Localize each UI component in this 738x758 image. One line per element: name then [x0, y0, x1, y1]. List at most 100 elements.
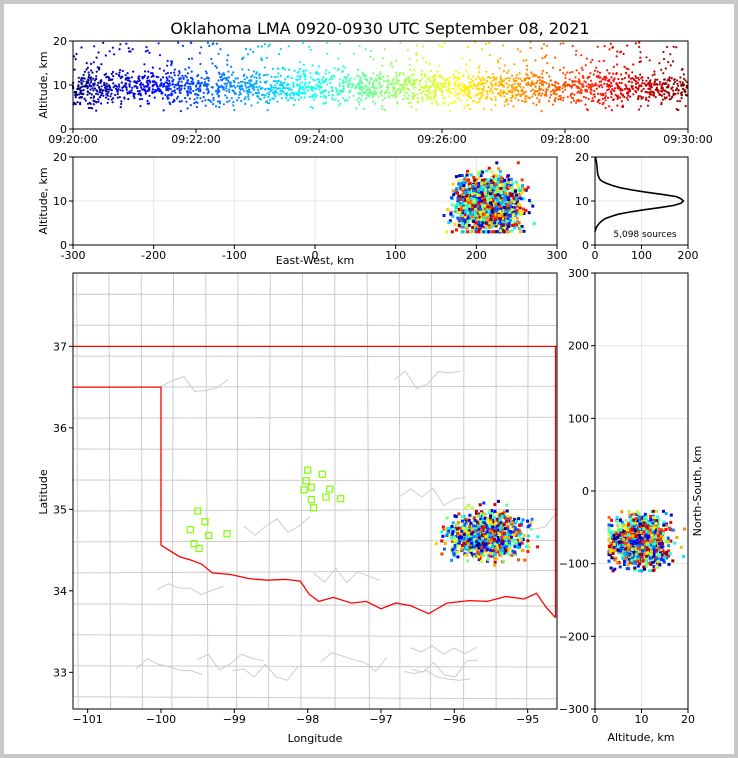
plan-view-point — [511, 549, 515, 553]
time-height-point — [161, 76, 165, 79]
time-height-point — [337, 104, 340, 107]
time-height-point — [180, 100, 183, 103]
time-height-point — [637, 76, 640, 79]
time-height-point — [298, 75, 301, 78]
time-height-point — [87, 106, 90, 110]
time-height-point — [617, 77, 620, 81]
east-west-point — [503, 187, 507, 191]
time-height-point — [148, 79, 151, 82]
time-height-point — [223, 82, 226, 85]
county-line — [73, 448, 557, 451]
east-west-point — [470, 211, 474, 215]
time-height-point — [217, 95, 220, 98]
time-height-point — [334, 98, 337, 101]
plan-view-point — [488, 529, 492, 533]
plan-view-point — [498, 518, 502, 522]
time-height-point — [463, 84, 466, 87]
plan-view-point — [463, 527, 467, 531]
time-height-point — [502, 79, 505, 82]
time-height-point — [330, 97, 333, 100]
time-height-point — [255, 76, 258, 79]
time-height-point — [643, 82, 646, 85]
time-height-point — [222, 88, 226, 91]
east-west-point — [460, 174, 464, 177]
plan-view-point — [486, 533, 490, 537]
east-west-point — [483, 207, 487, 211]
plan-view-point — [498, 546, 502, 550]
time-height-point — [627, 74, 630, 77]
east-west-point — [485, 169, 489, 173]
time-height-point — [105, 90, 108, 93]
time-height-point — [494, 87, 497, 90]
river-line — [161, 376, 229, 392]
east-west-point — [503, 178, 507, 182]
time-height-point — [470, 96, 473, 99]
east-west-point — [521, 184, 524, 188]
time-height-point — [645, 79, 648, 82]
east-west-point — [510, 229, 514, 233]
east-west-point — [467, 187, 471, 191]
time-height-point — [441, 85, 444, 89]
time-height-point — [107, 79, 111, 82]
time-height-point — [184, 74, 187, 77]
time-height-point — [80, 46, 83, 49]
plan-view-point — [502, 523, 506, 527]
time-height-point — [564, 81, 567, 84]
time-height-point — [414, 82, 417, 85]
time-height-point — [332, 98, 335, 101]
time-height-point — [428, 95, 432, 98]
time-height-point — [405, 97, 408, 100]
time-height-point — [575, 69, 578, 72]
time-height-point — [548, 75, 551, 78]
time-height-point — [456, 96, 459, 100]
east-west-point — [491, 207, 495, 211]
east-west-point — [462, 218, 466, 222]
time-height-point — [119, 69, 122, 72]
time-height-point — [197, 94, 200, 97]
time-height-point — [176, 95, 179, 98]
time-height-point — [262, 93, 265, 96]
east-west-point — [482, 185, 486, 189]
time-height-point — [280, 89, 283, 92]
time-height-point — [604, 99, 607, 102]
east-west-point — [499, 229, 502, 233]
east-west-point — [494, 194, 498, 198]
time-height-point — [424, 80, 427, 83]
plan-view-point — [475, 540, 479, 544]
time-height-point — [452, 101, 455, 104]
time-height-point — [554, 56, 557, 59]
time-height-point — [415, 108, 418, 111]
time-height-point — [432, 80, 435, 83]
time-height-point — [669, 53, 672, 56]
time-height-point — [310, 85, 313, 89]
time-height-point — [215, 42, 218, 45]
plan-view-point — [506, 529, 510, 533]
east-west-point — [516, 189, 520, 192]
plan-view-point — [513, 545, 517, 549]
east-west-point — [532, 222, 536, 226]
plan-view-point — [517, 529, 521, 533]
time-height-point — [282, 84, 285, 88]
plan-view-point — [461, 523, 465, 527]
plan-view-point — [475, 548, 479, 552]
time-height-point — [511, 74, 514, 77]
time-height-point — [151, 91, 154, 95]
time-height-point — [92, 77, 95, 80]
plan-view-point — [451, 548, 455, 552]
time-height-point — [653, 81, 656, 84]
time-height-point — [309, 72, 312, 75]
time-height-point — [98, 66, 101, 69]
time-height-point — [478, 100, 481, 103]
time-height-point — [204, 70, 207, 73]
time-height-point — [602, 77, 605, 80]
time-height-point — [591, 58, 594, 62]
east-west-point — [466, 216, 470, 220]
time-height-point — [84, 99, 87, 102]
time-height-point — [593, 69, 597, 72]
time-height-point — [490, 108, 493, 111]
time-height-point — [513, 86, 516, 89]
time-height-point — [675, 87, 679, 90]
time-height-point — [132, 94, 135, 98]
time-height-point — [225, 82, 229, 85]
